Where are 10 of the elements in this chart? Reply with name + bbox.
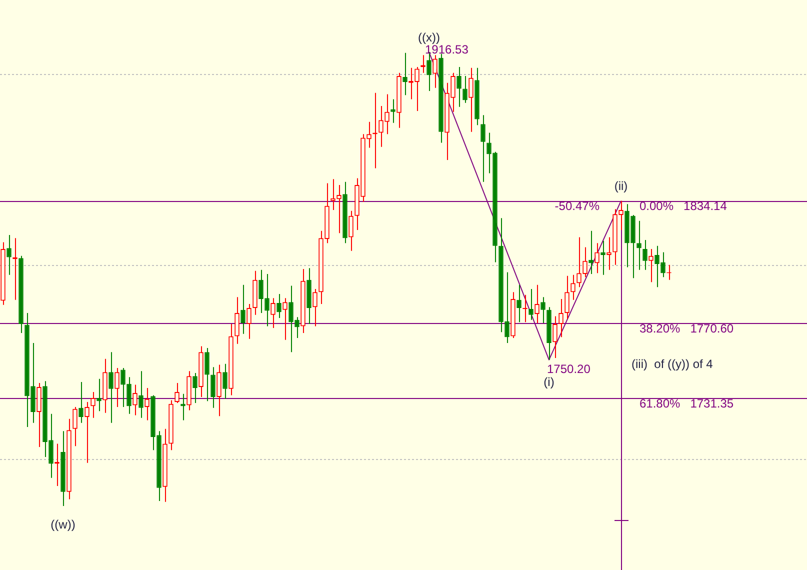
annotation: 38.20% 1770.60 — [640, 321, 734, 336]
annotation: ((x)) — [418, 30, 440, 44]
annotation: (iii) of ((y)) of 4 — [632, 356, 714, 371]
annotation: -50.47% — [554, 199, 600, 214]
annotation: 1750.20 — [547, 362, 591, 376]
annotation: 61.80% 1731.35 — [640, 396, 734, 410]
annotation: (i) — [544, 375, 554, 390]
annotation: 0.00% 1834.14 — [640, 199, 728, 214]
annotation: ((w)) — [50, 517, 76, 532]
annotation: (ii) — [614, 179, 628, 194]
